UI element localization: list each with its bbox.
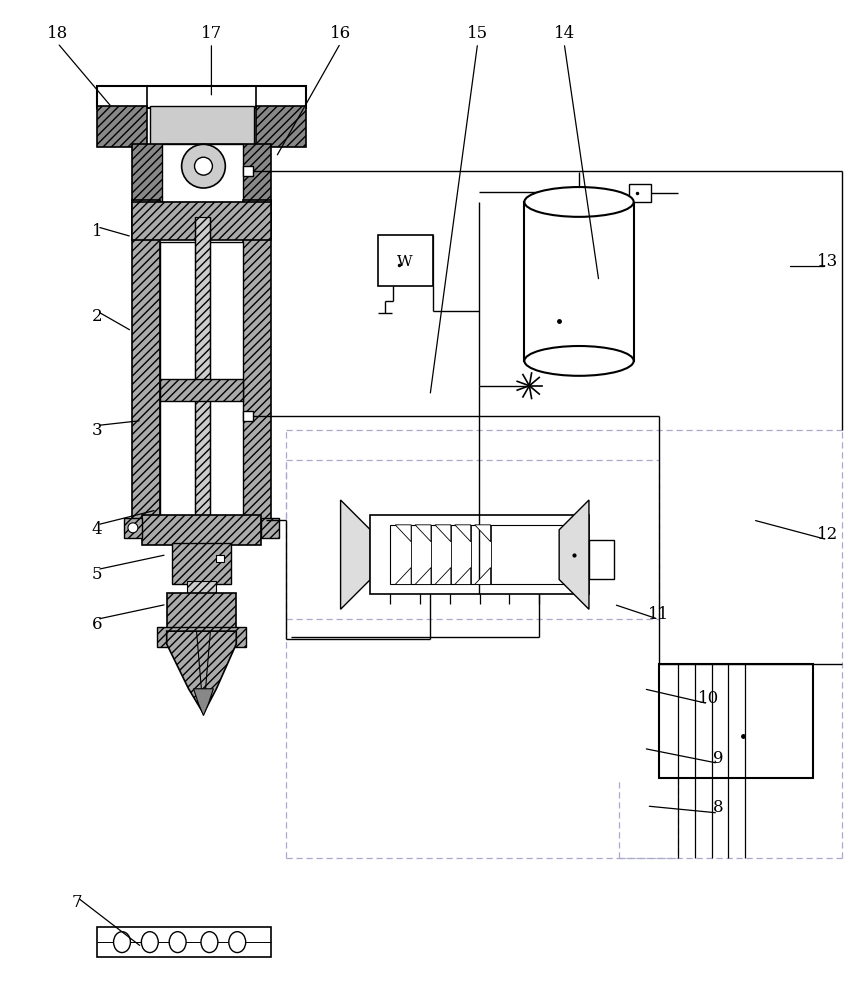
Bar	[172, 543, 231, 584]
Ellipse shape	[228, 932, 246, 953]
Bar	[167, 593, 236, 631]
Bar	[629, 184, 650, 202]
Text: 6: 6	[92, 616, 102, 633]
Bar	[149, 106, 254, 147]
Bar	[186, 581, 216, 599]
Bar	[160, 242, 243, 520]
Polygon shape	[475, 568, 490, 584]
Polygon shape	[435, 525, 451, 542]
Bar	[256, 106, 306, 147]
Text: 18: 18	[46, 25, 68, 42]
Polygon shape	[475, 525, 490, 542]
Polygon shape	[454, 525, 471, 542]
Text: 11: 11	[648, 606, 669, 623]
Polygon shape	[415, 525, 431, 542]
Text: 3: 3	[92, 422, 102, 439]
Polygon shape	[415, 568, 431, 584]
Bar	[132, 202, 271, 240]
Polygon shape	[559, 500, 589, 609]
Polygon shape	[193, 689, 213, 716]
Polygon shape	[395, 568, 411, 584]
Bar	[243, 411, 253, 421]
Polygon shape	[167, 631, 236, 714]
Ellipse shape	[169, 932, 186, 953]
Circle shape	[194, 157, 212, 175]
Text: 17: 17	[201, 25, 222, 42]
Circle shape	[128, 523, 138, 533]
Polygon shape	[454, 568, 471, 584]
Bar	[132, 144, 271, 202]
Bar	[243, 200, 271, 520]
Text: 8: 8	[713, 799, 723, 816]
Bar	[194, 217, 210, 609]
Bar	[390, 525, 570, 584]
Ellipse shape	[201, 932, 218, 953]
Text: 15: 15	[467, 25, 488, 42]
Text: 5: 5	[92, 566, 102, 583]
Bar	[97, 927, 271, 957]
Text: 12: 12	[817, 526, 838, 543]
Bar	[378, 235, 433, 286]
Polygon shape	[395, 525, 411, 542]
Polygon shape	[435, 568, 451, 584]
Text: W: W	[398, 255, 413, 269]
Ellipse shape	[142, 932, 158, 953]
Ellipse shape	[113, 932, 131, 953]
Bar	[132, 200, 160, 520]
Bar	[524, 202, 634, 361]
Bar	[97, 86, 306, 108]
Polygon shape	[340, 500, 370, 609]
Bar	[124, 518, 142, 538]
Text: 1: 1	[92, 223, 102, 240]
Text: 7: 7	[72, 894, 82, 911]
Text: 10: 10	[698, 690, 719, 707]
Text: 14: 14	[553, 25, 575, 42]
Text: 9: 9	[713, 750, 723, 767]
Bar	[370, 515, 589, 594]
Bar	[216, 555, 224, 562]
Ellipse shape	[524, 346, 634, 376]
Text: 13: 13	[817, 253, 838, 270]
Text: 2: 2	[92, 308, 102, 325]
Bar	[142, 515, 261, 545]
Bar	[243, 166, 253, 176]
Bar	[97, 106, 147, 147]
Bar	[157, 627, 247, 647]
Bar	[659, 664, 813, 778]
Bar	[161, 144, 243, 202]
Text: 4: 4	[92, 521, 102, 538]
Bar	[589, 540, 614, 579]
Bar	[160, 379, 243, 401]
Ellipse shape	[524, 187, 634, 217]
Bar	[261, 518, 279, 538]
Circle shape	[181, 144, 225, 188]
Text: 16: 16	[330, 25, 351, 42]
